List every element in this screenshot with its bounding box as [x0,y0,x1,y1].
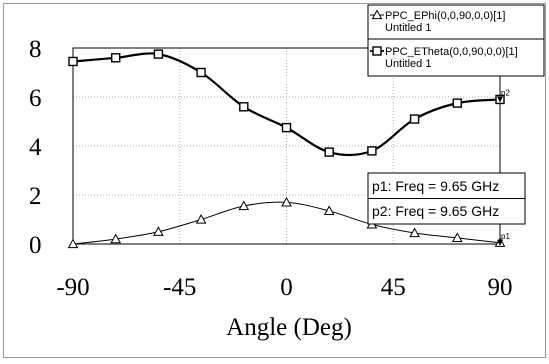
legend-series-1-name: PPC_EPhi(0,0,90,0,0)[1] [385,10,505,22]
square-marker-point [68,56,78,67]
square-marker-point [281,122,292,133]
triangle-marker-point [409,227,420,238]
marker-point-p2 [497,96,503,103]
square-marker-point [196,67,206,78]
square-marker-point [409,114,420,124]
x-tick-label: 90 [488,274,513,301]
marker-info-box: p1: Freq = 9.65 GHz p2: Freq = 9.65 GHz [367,172,526,225]
y-tick-label: 0 [29,232,42,259]
marker-text-p2: p2: Freq = 9.65 GHz [372,203,499,219]
legend-series-2-sub: Untitled 1 [385,58,431,70]
legend-series-2-name: PPC_ETheta(0,0,90,0,0)[1] [385,46,518,58]
x-tick-label: 0 [280,274,293,301]
y-tick-label: 4 [29,134,42,161]
x-tick-label: -90 [56,274,89,301]
y-tick-label: 8 [29,36,42,63]
square-marker-point [324,147,334,157]
x-axis-title: Angle (Deg) [226,314,352,341]
triangle-marker-point [281,196,292,207]
triangle-marker-point [195,213,207,224]
triangle-marker-point [451,232,463,242]
legend: PPC_EPhi(0,0,90,0,0)[1] Untitled 1 PPC_E… [367,4,545,77]
square-marker-point [153,49,164,59]
series-lines [67,49,506,249]
series-2 [68,49,505,157]
series-1 [67,196,506,249]
line-chart: -90 -45 0 45 90 0 2 4 6 8 p1 p2 Angle (Deg) p1: Fr… [29,4,545,341]
legend-triangle-icon [371,9,383,20]
triangle-marker-point [67,238,79,249]
tick-labels: -90 -45 0 45 90 0 2 4 6 8 [29,36,513,301]
triangle-marker-point [323,205,335,216]
grid [72,47,501,245]
square-marker-point [367,146,377,156]
legend-square-icon [372,46,382,56]
square-marker-point [239,102,249,112]
triangle-marker-point [238,200,250,211]
point-labels: p1 p2 [497,88,510,246]
legend-series-1-sub: Untitled 1 [385,22,431,34]
square-marker-point [452,98,462,108]
plot-area [72,47,501,245]
marker-tag-p2: p2 [501,88,510,97]
x-tick-label: -45 [163,274,196,301]
marker-tag-p1: p1 [501,232,510,241]
chart-frame: -90 -45 0 45 90 0 2 4 6 8 p1 p2 Angle (Deg) p1: Fr… [3,3,546,358]
y-tick-label: 2 [29,183,42,210]
x-tick-label: 45 [381,274,406,301]
marker-text-p1: p1: Freq = 9.65 GHz [372,178,499,194]
triangle-marker-point [153,226,164,236]
marker-point-p1 [497,239,503,246]
triangle-marker-point [110,233,122,244]
y-tick-label: 6 [29,85,42,112]
square-marker-point [110,53,121,63]
